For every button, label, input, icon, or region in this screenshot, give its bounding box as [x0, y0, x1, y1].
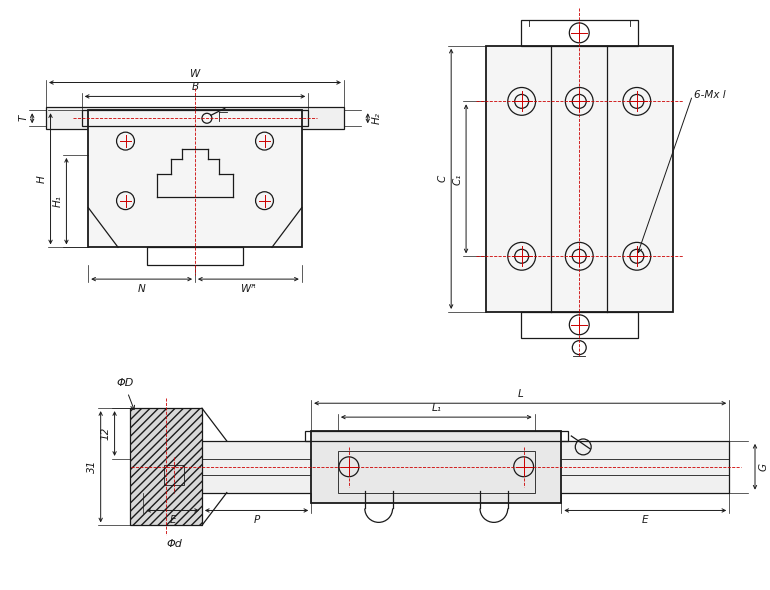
Bar [305, 431, 567, 441]
Text: T: T [18, 115, 28, 122]
Text: Φd: Φd [166, 539, 182, 549]
Bar [147, 247, 243, 266]
Text: Wᴿ: Wᴿ [241, 284, 256, 294]
Text: H₂: H₂ [372, 112, 382, 124]
Text: H₁: H₁ [52, 195, 62, 207]
Text: 6-Mx l: 6-Mx l [695, 90, 726, 100]
Bar [82, 110, 308, 126]
Bar [130, 408, 202, 525]
Text: L: L [517, 389, 523, 399]
Text: B: B [192, 83, 199, 93]
Bar [89, 110, 302, 247]
Bar [46, 107, 344, 129]
Text: E: E [642, 516, 648, 526]
Bar [311, 431, 561, 503]
Text: N: N [138, 284, 146, 294]
Text: L₁: L₁ [431, 403, 441, 413]
Text: C: C [437, 175, 447, 182]
Bar [338, 451, 534, 493]
Text: P: P [253, 516, 259, 526]
Text: C₁: C₁ [452, 173, 462, 185]
Text: 12: 12 [101, 427, 111, 440]
Text: ΦD: ΦD [117, 378, 134, 388]
Text: 31: 31 [87, 460, 97, 473]
Text: W: W [190, 68, 200, 78]
Bar [521, 312, 638, 337]
Text: G: G [759, 463, 769, 471]
Text: H: H [36, 175, 46, 183]
Bar [143, 441, 729, 493]
Bar [164, 465, 184, 484]
Bar [486, 46, 672, 312]
Bar [521, 20, 638, 46]
Text: E: E [169, 516, 176, 526]
